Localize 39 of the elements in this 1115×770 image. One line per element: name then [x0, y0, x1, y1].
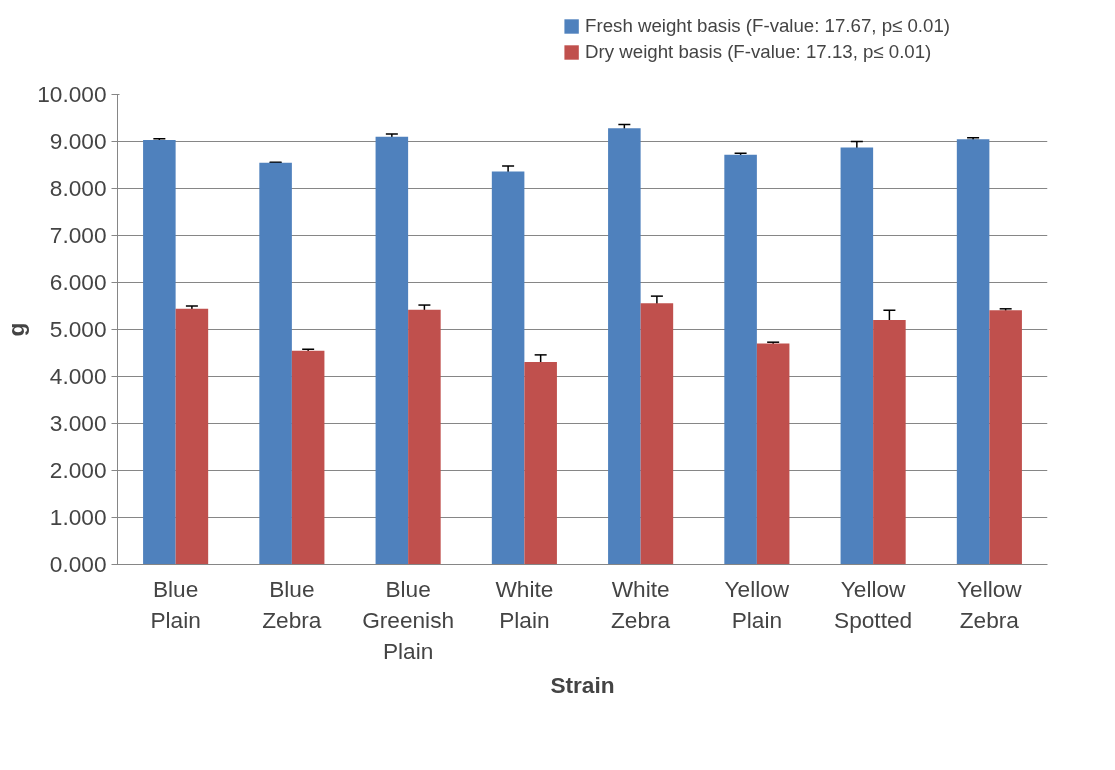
y-tick-label: 7.000 [49, 222, 107, 248]
y-axis-title: g [3, 322, 30, 337]
y-tick-label: 0.000 [49, 551, 107, 577]
bar [608, 128, 641, 565]
bar [840, 147, 874, 565]
bar [524, 361, 557, 565]
bar [408, 309, 441, 565]
bar [175, 308, 209, 565]
y-tick-label: 8.000 [49, 175, 107, 201]
y-tick-label: 10.000 [37, 81, 107, 107]
bar [375, 136, 409, 565]
bar [291, 350, 325, 565]
legend-label: Dry weight basis (F-value: 17.13, p≤ 0.01) [585, 41, 932, 63]
bar [989, 310, 1022, 565]
bar [724, 154, 757, 565]
bar [143, 140, 176, 565]
x-tick-label: Yellow Zebra [957, 575, 1023, 633]
bar [640, 303, 674, 565]
y-tick-label: 4.000 [49, 363, 107, 389]
legend-label: Fresh weight basis (F-value: 17.67, p≤ 0.01) [585, 15, 950, 37]
x-tick-label: Blue Zebra [262, 575, 322, 633]
y-tick-label: 2.000 [49, 457, 107, 483]
x-tick-label: Blue Greenish Plain [362, 575, 455, 664]
y-tick-label: 1.000 [49, 504, 107, 530]
y-tick-label: 5.000 [49, 316, 107, 342]
x-tick-label: Blue Plain [150, 575, 201, 633]
y-tick-label: 9.000 [49, 128, 107, 154]
bar [491, 171, 525, 565]
x-tick-label: Yellow Plain [724, 575, 790, 633]
bar [873, 320, 906, 565]
x-tick-label: Yellow Spotted [834, 575, 913, 633]
bar [259, 162, 292, 565]
y-tick-label: 6.000 [49, 269, 107, 295]
x-tick-label: White Plain [495, 575, 554, 633]
y-tick-label: 3.000 [49, 410, 107, 436]
x-axis-title: Strain [550, 671, 615, 698]
x-tick-label: White Zebra [611, 575, 671, 633]
bar [956, 139, 990, 565]
bar [756, 343, 790, 565]
